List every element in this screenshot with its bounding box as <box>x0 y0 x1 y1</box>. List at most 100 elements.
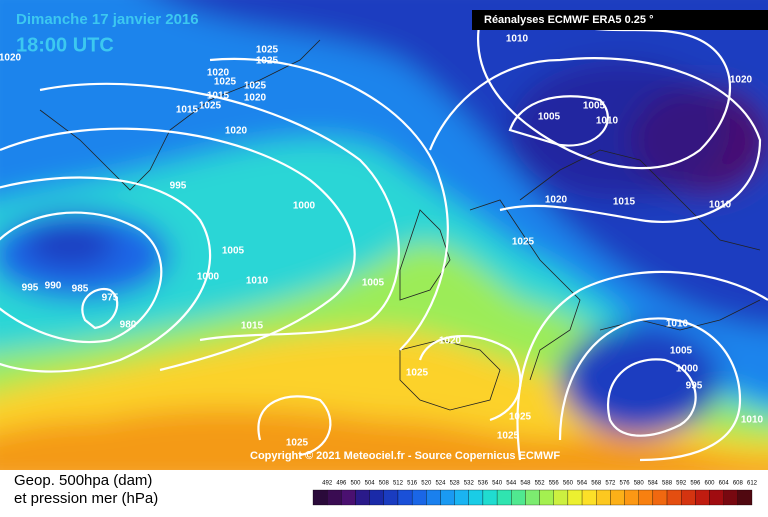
source: Réanalyses ECMWF ERA5 0.25 ° <box>484 14 653 26</box>
isobar-label: 1025 <box>512 237 535 248</box>
isobar-label: 1020 <box>244 93 267 104</box>
scale-swatch <box>454 489 469 506</box>
scale-label: 544 <box>506 481 517 487</box>
isobar-label: 990 <box>45 281 62 292</box>
scale-swatch <box>496 489 512 506</box>
scale-label: 592 <box>676 481 687 487</box>
scale-swatch <box>369 489 384 506</box>
isobar-label: 1020 <box>439 336 462 347</box>
isobar-label: 1000 <box>197 272 220 283</box>
isobars <box>0 19 768 462</box>
color-scale: 492 496 500 504 508 512 516 520 524 528 532 536 540 5… <box>312 481 758 506</box>
time: 18:00 UTC <box>16 34 114 56</box>
isobar-label: 1010 <box>666 319 689 330</box>
isobar-label: 1020 <box>545 195 568 206</box>
scale-swatch <box>525 489 540 506</box>
scale-label: 560 <box>563 481 574 487</box>
scale-swatch <box>426 489 441 506</box>
scale-label: 536 <box>478 481 489 487</box>
scale-swatch <box>539 489 554 506</box>
scale-label: 596 <box>690 481 701 487</box>
scale-swatch <box>638 489 654 506</box>
field <box>0 0 768 490</box>
isobar-label: 1015 <box>241 321 264 332</box>
isobar-label: 1025 <box>256 56 279 67</box>
isobar-label: 1010 <box>741 415 764 426</box>
scale-label: 588 <box>662 481 673 487</box>
scale-label: 604 <box>719 481 730 487</box>
isobar-label: 1025 <box>199 101 222 112</box>
scale-swatch <box>610 489 625 506</box>
legend-line2: et pression mer (hPa) <box>14 490 158 507</box>
scale-label: 584 <box>648 481 659 487</box>
scale-swatch <box>383 489 399 506</box>
scale-label: 516 <box>407 481 418 487</box>
scale-swatch <box>411 489 427 506</box>
isobar-label: 1005 <box>670 346 693 357</box>
scale-label: 508 <box>379 481 390 487</box>
scale-swatch <box>737 489 753 506</box>
scale-swatch <box>666 489 682 506</box>
isobar-label: 1020 <box>0 53 22 64</box>
source-box <box>472 10 768 30</box>
scale-label: 572 <box>605 481 616 487</box>
scale-swatch <box>553 489 569 506</box>
scale-swatch <box>397 489 413 506</box>
scale-swatch <box>327 489 342 506</box>
scale-swatch <box>468 489 484 506</box>
isobar-label: 1010 <box>596 116 619 127</box>
scale-label: 528 <box>450 481 461 487</box>
isobar-label: 1010 <box>709 200 732 211</box>
isobar-label: 1005 <box>583 101 606 112</box>
scale-label: 600 <box>705 481 716 487</box>
isobar-label: 1005 <box>362 278 385 289</box>
scale-label: 576 <box>620 481 631 487</box>
scale-swatch <box>695 489 710 506</box>
isobar-label: 1010 <box>246 276 269 287</box>
scale-swatch <box>624 489 639 506</box>
legend-line1: Geop. 500hpa (dam) <box>14 472 152 489</box>
scale-label: 500 <box>350 481 361 487</box>
isobar-label: 1000 <box>676 364 699 375</box>
scale-label: 496 <box>336 481 347 487</box>
scale-swatch <box>681 489 696 506</box>
isobar-label: 985 <box>72 284 89 295</box>
isobar-label: 1025 <box>286 438 309 449</box>
isobar-label: 1015 <box>613 197 636 208</box>
scale-label: 540 <box>492 481 503 487</box>
scale-label: 512 <box>393 481 404 487</box>
scale-swatch <box>567 489 583 506</box>
isobar-label: 995 <box>170 181 187 192</box>
isobar-label: 980 <box>120 320 137 331</box>
scale-swatch <box>341 489 356 506</box>
scale-label: 612 <box>747 481 758 487</box>
scale-label: 492 <box>322 481 333 487</box>
date: Dimanche 17 janvier 2016 <box>16 11 199 28</box>
scale-swatch <box>440 489 455 506</box>
isobar-label: 1020 <box>730 75 753 86</box>
isobar-label: 1000 <box>293 201 316 212</box>
isobar-label: 1010 <box>506 34 529 45</box>
scale-swatch <box>482 489 498 506</box>
isobar-label: 1025 <box>214 77 237 88</box>
scale-label: 608 <box>733 481 744 487</box>
scale-label: 548 <box>520 481 531 487</box>
isobar-label: 1015 <box>176 105 199 116</box>
isobar-label: 1025 <box>497 431 520 442</box>
isobar-label: 1015 <box>207 91 230 102</box>
scale-label: 524 <box>435 481 446 487</box>
scale-label: 504 <box>365 481 376 487</box>
scale-swatch <box>596 489 611 506</box>
isobar-label: 1025 <box>406 368 429 379</box>
scale-swatch <box>723 489 738 506</box>
isobar-label: 1025 <box>244 81 267 92</box>
isobar-label: 1020 <box>225 126 248 137</box>
isobar-label: 995 <box>686 381 703 392</box>
isobar-label: 995 <box>22 283 39 294</box>
scale-swatch <box>355 489 370 506</box>
isobar-label: 975 <box>102 293 119 304</box>
scale-label: 564 <box>577 481 588 487</box>
isobar-label: 1025 <box>509 412 532 423</box>
